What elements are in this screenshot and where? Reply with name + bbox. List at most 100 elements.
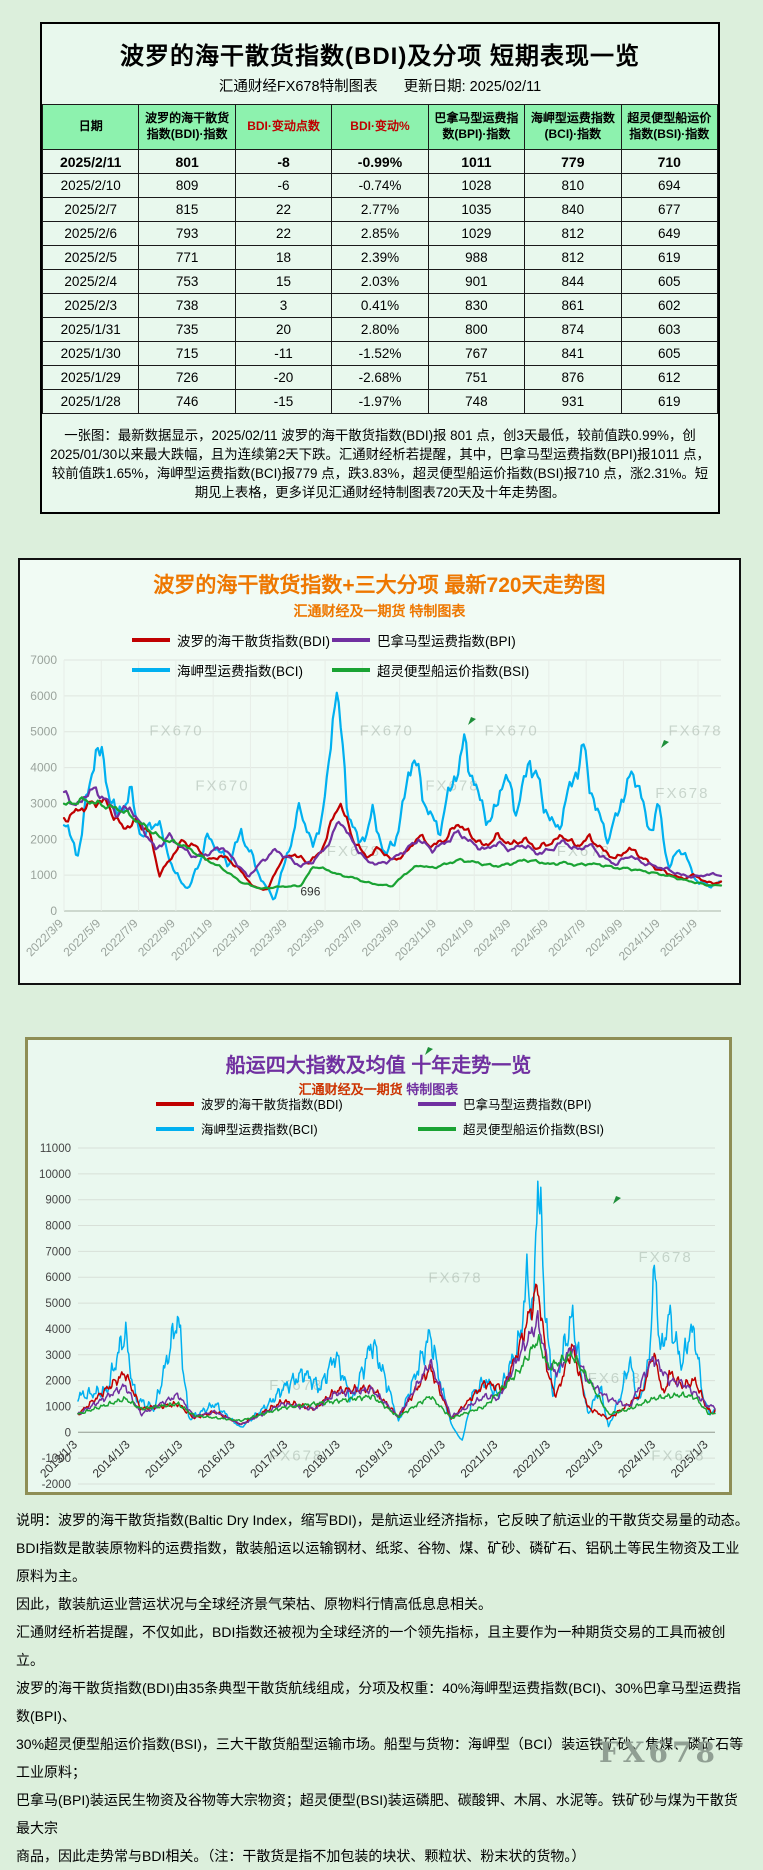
- svg-text:2025/1/9: 2025/1/9: [657, 916, 700, 959]
- svg-text:FX678: FX678: [651, 1447, 705, 1464]
- column-header: BDI·变动点数: [234, 104, 333, 150]
- table-cell: -0.74%: [331, 173, 429, 198]
- footer-line: 巴拿马(BPI)装运民生物资及谷物等大宗物资；超灵便型(BSI)装运磷肥、碳酸钾…: [16, 1792, 738, 1836]
- legend-line-swatch: [156, 1126, 194, 1131]
- table-cell: 753: [138, 269, 236, 294]
- table-row: 2025/2/7 815 22 2.77% 1035 840 677: [41, 197, 719, 222]
- table-cell: 2.77%: [331, 197, 429, 222]
- table-cell: 20: [234, 317, 333, 342]
- svg-text:FX678: FX678: [655, 785, 709, 802]
- table-cell: 800: [427, 317, 526, 342]
- table-cell: 771: [138, 245, 236, 270]
- table-row: 2025/2/11 801 -8 -0.99% 1011 779 710: [41, 149, 719, 174]
- legend-label: 超灵便型船运价指数(BSI): [377, 664, 530, 679]
- chart-10year-legend: 波罗的海干散货指数(BDI) 巴拿马型运费指数(BPI) 海岬型运费指数(BCI) 超…: [156, 1094, 604, 1138]
- svg-text:2023/11/9: 2023/11/9: [392, 916, 439, 963]
- chart-720day-plot: 010002000300040005000600070002022/3/9202…: [23, 653, 723, 963]
- table-cell: 619: [620, 389, 719, 414]
- table-cell: 619: [620, 245, 719, 270]
- table-cell: -15: [234, 389, 333, 414]
- svg-text:6000: 6000: [45, 1272, 71, 1284]
- table-cell: 1035: [427, 197, 526, 222]
- table-cell: 812: [524, 245, 622, 270]
- table-cell: 3: [234, 293, 333, 318]
- table-cell: 605: [620, 269, 719, 294]
- svg-text:9000: 9000: [45, 1195, 71, 1207]
- column-header: 海岬型运费指数(BCI)·指数: [524, 104, 622, 150]
- svg-text:5000: 5000: [30, 725, 57, 739]
- column-header: 日期: [41, 104, 140, 150]
- table-cell: -1.52%: [331, 341, 429, 366]
- table-cell: 735: [138, 317, 236, 342]
- svg-text:696: 696: [300, 885, 320, 899]
- table-cell: 2025/2/6: [41, 221, 140, 246]
- footer-line: 商品，因此走势常与BDI相关。（注：干散货是指不加包装的块状、颗粒状、粉末状的货…: [16, 1848, 586, 1864]
- table-cell: 841: [524, 341, 622, 366]
- table-row: 2025/2/6 793 22 2.85% 1029 812 649: [41, 221, 719, 246]
- bdi-short-term-table-panel: 波罗的海干散货指数(BDI)及分项 短期表现一览 汇通财经FX678特制图表 更新…: [40, 22, 720, 514]
- footer-line: BDI指数是散装原物料的运费指数，散装船运以运输钢材、纸浆、谷物、煤、矿砂、磷矿…: [16, 1540, 740, 1584]
- green-cursor-arrow-icon: [660, 736, 670, 748]
- legend-item: 海岬型运费指数(BCI): [156, 1119, 418, 1138]
- legend-item: 波罗的海干散货指数(BDI): [132, 630, 332, 650]
- svg-text:FX670: FX670: [149, 722, 203, 739]
- legend-label: 巴拿马型运费指数(BPI): [377, 634, 516, 649]
- legend-item: 巴拿马型运费指数(BPI): [418, 1094, 604, 1113]
- svg-text:7000: 7000: [45, 1246, 71, 1258]
- table-cell: 810: [524, 173, 622, 198]
- svg-text:-1000: -1000: [42, 1453, 71, 1465]
- table-cell: 15: [234, 269, 333, 294]
- svg-text:2024/11/9: 2024/11/9: [616, 916, 663, 963]
- explanation-text: 说明：波罗的海干散货指数(Baltic Dry Index，缩写BDI)，是航运…: [16, 1506, 750, 1870]
- svg-text:2014/1/3: 2014/1/3: [90, 1437, 133, 1480]
- table-cell: 830: [427, 293, 526, 318]
- table-cell: 767: [427, 341, 526, 366]
- table-cell: 844: [524, 269, 622, 294]
- chart-720day-panel: 波罗的海干散货指数+三大分项 最新720天走势图 汇通财经及一期货 特制图表 波…: [18, 558, 741, 985]
- bdi-data-table: 日期 波罗的海干散货指数(BDI)·指数 BDI·变动点数 BDI·变动% 巴拿马型运费…: [41, 104, 719, 414]
- svg-text:8000: 8000: [45, 1221, 71, 1233]
- svg-text:2020/1/3: 2020/1/3: [405, 1437, 448, 1480]
- svg-text:2022/5/9: 2022/5/9: [60, 916, 103, 959]
- legend-item: 波罗的海干散货指数(BDI): [156, 1094, 418, 1113]
- legend-item: 巴拿马型运费指数(BPI): [332, 630, 529, 650]
- table-cell: 840: [524, 197, 622, 222]
- table-cell: 2025/2/3: [41, 293, 140, 318]
- chart-720day-subtitle: 汇通财经及一期货 特制图表: [293, 603, 466, 619]
- table-cell: 931: [524, 389, 622, 414]
- svg-text:7000: 7000: [30, 653, 57, 667]
- table-cell: -1.97%: [331, 389, 429, 414]
- table-update-date: 更新日期: 2025/02/11: [403, 79, 542, 95]
- footer-line: 说明：波罗的海干散货指数(Baltic Dry Index，缩写BDI)，是航运…: [16, 1512, 749, 1528]
- table-cell: 22: [234, 221, 333, 246]
- legend-line-swatch: [132, 638, 170, 642]
- svg-text:2021/1/3: 2021/1/3: [458, 1437, 501, 1480]
- svg-text:2023/5/9: 2023/5/9: [284, 916, 327, 959]
- svg-text:FX678: FX678: [639, 1249, 693, 1266]
- table-cell: 746: [138, 389, 236, 414]
- svg-text:2024/7/9: 2024/7/9: [545, 916, 588, 959]
- fx678-watermark: FX678: [598, 1736, 719, 1769]
- green-cursor-arrow-icon: [424, 1043, 434, 1055]
- table-cell: 2025/1/31: [41, 317, 140, 342]
- svg-text:2023/7/9: 2023/7/9: [322, 916, 365, 959]
- table-cell: 874: [524, 317, 622, 342]
- table-cell: 612: [620, 365, 719, 390]
- legend-label: 波罗的海干散货指数(BDI): [201, 1098, 343, 1112]
- table-cell: -20: [234, 365, 333, 390]
- table-cell: 809: [138, 173, 236, 198]
- svg-text:FX678: FX678: [668, 722, 722, 739]
- svg-text:-2000: -2000: [42, 1479, 71, 1491]
- green-cursor-arrow-icon: [467, 713, 477, 725]
- svg-text:FX670: FX670: [484, 722, 538, 739]
- svg-text:2022/11/9: 2022/11/9: [168, 916, 215, 963]
- table-cell: 710: [620, 149, 719, 174]
- chart-10year-plot: -2000 -1000 0 1000 2000 3000 4000 5000 6000 7000 8…: [37, 1143, 716, 1491]
- table-cell: -11: [234, 341, 333, 366]
- table-cell: -8: [234, 149, 333, 174]
- table-cell: 2025/1/28: [41, 389, 140, 414]
- legend-line-swatch: [418, 1101, 456, 1106]
- legend-label: 海岬型运费指数(BCI): [201, 1123, 318, 1137]
- chart-10year-subtitle-suffix: 特制图表: [402, 1082, 459, 1097]
- svg-text:1000: 1000: [45, 1401, 71, 1413]
